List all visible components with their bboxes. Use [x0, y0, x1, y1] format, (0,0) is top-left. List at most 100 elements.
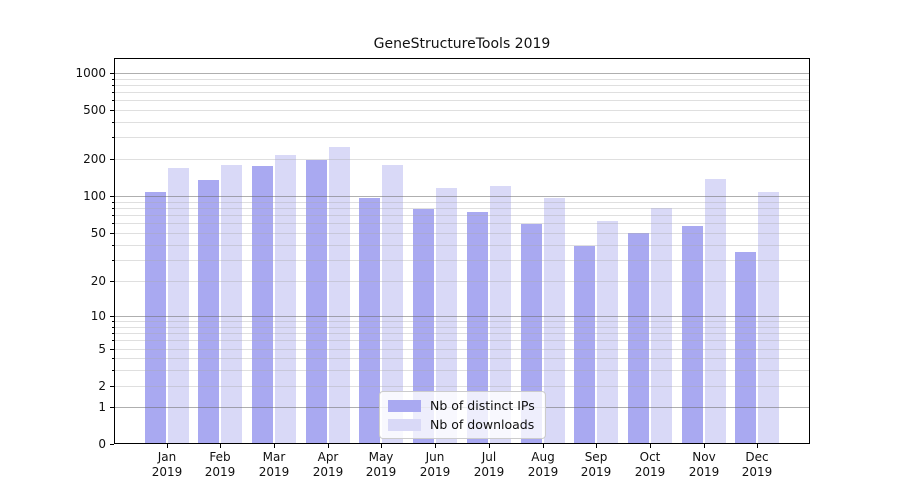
plot-area	[114, 58, 810, 444]
bar-downloads-apr	[328, 147, 350, 443]
y-tick-mark-500	[110, 110, 114, 111]
gridline-y-minor-3	[115, 370, 809, 371]
month-label: Mar	[262, 450, 286, 464]
y-minor-tick-mark-700	[111, 92, 114, 93]
gridline-y-minor-800	[115, 85, 809, 86]
gridline-y-5	[115, 349, 809, 350]
month-label: Jul	[481, 450, 497, 464]
bar-downloads-jun	[436, 188, 458, 443]
y-tick-mark-0	[110, 444, 114, 445]
gridline-y-200	[115, 159, 809, 160]
x-axis-tick-label-feb: Feb 2019	[188, 450, 252, 480]
month-label: Oct	[639, 450, 661, 464]
bar-downloads-dec	[758, 191, 780, 443]
y-tick-mark-2	[110, 386, 114, 387]
y-tick-mark-200	[110, 159, 114, 160]
gridline-y-minor-30	[115, 260, 809, 261]
x-tick-mark-jul	[489, 444, 490, 448]
month-label: Sep	[584, 450, 608, 464]
x-tick-mark-may	[381, 444, 382, 448]
x-axis-tick-label-mar: Mar 2019	[242, 450, 306, 480]
gridline-y-minor-6	[115, 340, 809, 341]
y-minor-tick-mark-40	[111, 245, 114, 246]
year-label: 2019	[419, 465, 451, 479]
y-axis-tick-label-50: 50	[90, 226, 106, 240]
year-label: 2019	[580, 465, 612, 479]
year-label: 2019	[688, 465, 720, 479]
year-label: 2019	[634, 465, 666, 479]
legend-swatch-distinct-ips	[388, 399, 421, 412]
x-tick-mark-mar	[274, 444, 275, 448]
x-axis-tick-label-apr: Apr 2019	[296, 450, 360, 480]
y-axis-tick-label-100: 100	[83, 189, 106, 203]
x-axis-tick-label-dec: Dec 2019	[725, 450, 789, 480]
year-label: 2019	[151, 465, 183, 479]
y-axis-tick-label-20: 20	[90, 274, 106, 288]
x-axis-tick-label-may: May 2019	[349, 450, 413, 480]
year-label: 2019	[527, 465, 559, 479]
bar-downloads-oct	[650, 207, 672, 443]
gridline-y-minor-8	[115, 327, 809, 328]
gridline-y-minor-60	[115, 223, 809, 224]
y-minor-tick-mark-70	[111, 215, 114, 216]
x-tick-mark-jan	[167, 444, 168, 448]
y-tick-mark-10	[110, 316, 114, 317]
legend-item-downloads: Nb of downloads	[388, 417, 535, 432]
y-axis-tick-label-200: 200	[83, 152, 106, 166]
y-minor-tick-mark-800	[111, 85, 114, 86]
legend-item-distinct-ips: Nb of distinct IPs	[388, 398, 535, 413]
bar-downloads-jul	[489, 186, 511, 443]
y-tick-mark-20	[110, 281, 114, 282]
y-minor-tick-mark-9	[111, 321, 114, 322]
gridline-y-minor-400	[115, 122, 809, 123]
x-tick-mark-jun	[435, 444, 436, 448]
year-label: 2019	[204, 465, 236, 479]
x-axis-tick-label-jan: Jan 2019	[135, 450, 199, 480]
x-axis-tick-label-aug: Aug 2019	[511, 450, 575, 480]
y-minor-tick-mark-4	[111, 358, 114, 359]
year-label: 2019	[258, 465, 290, 479]
month-label: Nov	[692, 450, 716, 464]
month-label: Feb	[209, 450, 231, 464]
bar-distinct-ips-apr	[305, 160, 327, 443]
bar-downloads-may	[382, 164, 404, 443]
y-axis-tick-label-1: 1	[98, 400, 106, 414]
gridline-y-minor-7	[115, 333, 809, 334]
y-axis-tick-label-500: 500	[83, 103, 106, 117]
bar-distinct-ips-nov	[681, 226, 703, 443]
x-axis-tick-label-oct: Oct 2019	[618, 450, 682, 480]
legend-swatch-downloads	[388, 418, 421, 431]
year-label: 2019	[741, 465, 773, 479]
gridline-y-minor-80	[115, 208, 809, 209]
gridline-y-minor-4	[115, 358, 809, 359]
x-tick-mark-aug	[543, 444, 544, 448]
y-axis-tick-label-10: 10	[90, 309, 106, 323]
x-tick-mark-apr	[328, 444, 329, 448]
month-label: Apr	[317, 450, 339, 464]
legend: Nb of distinct IPs Nb of downloads	[379, 391, 546, 439]
y-axis-tick-label-1000: 1000	[75, 66, 106, 80]
y-tick-mark-50	[110, 233, 114, 234]
x-axis-tick-label-nov: Nov 2019	[672, 450, 736, 480]
bar-distinct-ips-oct	[627, 233, 649, 443]
month-label: Jan	[157, 450, 177, 464]
bar-distinct-ips-may	[359, 197, 381, 443]
gridline-y-minor-300	[115, 137, 809, 138]
y-tick-mark-1000	[110, 73, 114, 74]
bar-distinct-ips-jan	[144, 191, 166, 443]
gridline-y-minor-600	[115, 100, 809, 101]
bar-downloads-nov	[704, 179, 726, 443]
month-label: Aug	[531, 450, 555, 464]
y-tick-mark-1	[110, 407, 114, 408]
bar-distinct-ips-aug	[520, 224, 542, 443]
gridline-y-10	[115, 316, 809, 317]
y-minor-tick-mark-90	[111, 202, 114, 203]
y-minor-tick-mark-900	[111, 79, 114, 80]
y-minor-tick-mark-7	[111, 333, 114, 334]
gridline-y-100	[115, 196, 809, 197]
gridline-y-minor-40	[115, 245, 809, 246]
gridline-y-500	[115, 110, 809, 111]
y-tick-mark-100	[110, 196, 114, 197]
gridline-y-20	[115, 281, 809, 282]
bar-downloads-feb	[221, 164, 243, 443]
